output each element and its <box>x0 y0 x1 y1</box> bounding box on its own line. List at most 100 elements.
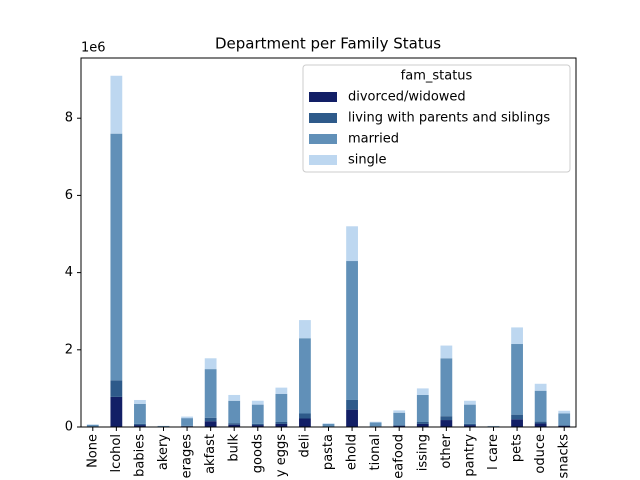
x-tick-label: issing <box>415 434 430 471</box>
x-tick-label: pasta <box>321 434 336 470</box>
bar-segment <box>275 421 288 424</box>
legend-swatch <box>309 134 337 144</box>
bar-segment <box>511 414 523 420</box>
bar-segment <box>464 425 476 427</box>
legend-swatch <box>309 113 337 123</box>
bar-segment <box>251 404 264 424</box>
bar-segment <box>440 358 453 417</box>
bar-segment <box>228 400 241 424</box>
x-tick-label: erages <box>180 434 195 479</box>
bar-segment <box>511 419 523 427</box>
bar-segment <box>204 421 217 427</box>
bar-segment <box>416 421 429 424</box>
bar-segment <box>440 420 453 427</box>
bar-segment <box>251 400 264 405</box>
bar-segment <box>181 416 193 419</box>
bar-segment <box>346 261 358 400</box>
chart-title: Department per Family Status <box>215 35 441 53</box>
bar-segment <box>204 358 217 370</box>
legend-title: fam_status <box>401 69 473 84</box>
bar-segment <box>416 394 429 422</box>
y-tick-label: 4 <box>65 265 73 280</box>
bar-segment <box>299 418 311 427</box>
bar-segment <box>416 423 429 427</box>
bar-segment <box>134 425 146 427</box>
bar-segment <box>228 394 241 401</box>
bar-segment <box>110 380 123 397</box>
bar-segment <box>346 226 358 262</box>
bar-segment <box>558 425 571 426</box>
bar-segment <box>393 410 406 413</box>
bar-segment <box>134 399 146 404</box>
legend-swatch <box>309 92 337 102</box>
x-tick-label: other <box>439 433 454 468</box>
x-tick-label: deli <box>297 434 312 457</box>
x-tick-label: oduce <box>533 434 548 474</box>
bar-segment <box>393 412 406 426</box>
bar-segment <box>110 133 123 381</box>
y-tick-label: 6 <box>65 188 73 203</box>
bar-segment <box>299 320 311 339</box>
x-tick-label: tional <box>368 434 383 470</box>
bar-segment <box>346 399 358 410</box>
bar-segment <box>464 404 476 424</box>
x-tick-label: akfast <box>203 434 218 474</box>
y-tick-label: 2 <box>65 342 73 357</box>
bar-segment <box>393 425 406 427</box>
y-tick-label: 8 <box>65 111 73 126</box>
bar-segment <box>251 425 264 427</box>
bar-segment <box>464 400 476 405</box>
bar-segment <box>110 75 123 134</box>
bar-segment <box>416 388 429 395</box>
x-tick-label: eafood <box>392 434 407 479</box>
bar-segment <box>511 327 523 345</box>
x-tick-label: ehold <box>345 434 360 470</box>
bar-segment <box>346 409 358 427</box>
bar-segment <box>110 396 123 427</box>
bar-segment <box>157 426 170 427</box>
bar-segment <box>204 369 217 418</box>
bar-segment <box>393 425 406 426</box>
bar-segment <box>181 418 193 426</box>
bar-segment <box>134 403 146 424</box>
legend-label: living with parents and siblings <box>348 111 550 126</box>
bar-segment <box>534 383 547 391</box>
bar-segment <box>440 345 453 359</box>
bar-segment <box>369 422 382 427</box>
bar-segment <box>134 423 146 426</box>
bar-segment <box>299 338 311 414</box>
bar-segment <box>369 421 382 423</box>
bar-segment <box>299 413 311 419</box>
y-offset-label: 1e6 <box>81 41 106 56</box>
bar-segment <box>275 423 288 427</box>
bar-segment <box>228 423 241 425</box>
x-tick-label: y eggs <box>274 434 289 477</box>
legend-label: single <box>348 153 387 168</box>
x-tick-label: babies <box>132 434 147 477</box>
bar-segment <box>204 417 217 422</box>
bar-segment <box>534 423 547 427</box>
bar-segment <box>511 344 523 415</box>
x-tick-label: akery <box>156 434 171 470</box>
bar-segment <box>440 416 453 421</box>
bar-segment <box>558 425 571 427</box>
bar-segment <box>534 421 547 424</box>
x-tick-label: snacks <box>557 434 572 479</box>
y-tick-label: 0 <box>65 420 73 435</box>
bar-segment <box>275 387 288 394</box>
bar-segment <box>322 423 335 427</box>
legend-label: divorced/widowed <box>348 90 466 105</box>
x-tick-label: pets <box>510 434 525 462</box>
bar-segment <box>464 423 476 426</box>
x-tick-label: lcohol <box>109 434 124 473</box>
legend-swatch <box>309 155 337 165</box>
bar-segment <box>487 426 500 427</box>
bar-segment <box>322 423 335 424</box>
x-tick-label: l care <box>486 434 501 470</box>
legend-label: married <box>348 132 399 147</box>
bar-segment <box>534 390 547 422</box>
bar-segment <box>558 410 571 414</box>
axes-frame <box>80 57 577 428</box>
x-tick-label: bulk <box>227 434 242 462</box>
